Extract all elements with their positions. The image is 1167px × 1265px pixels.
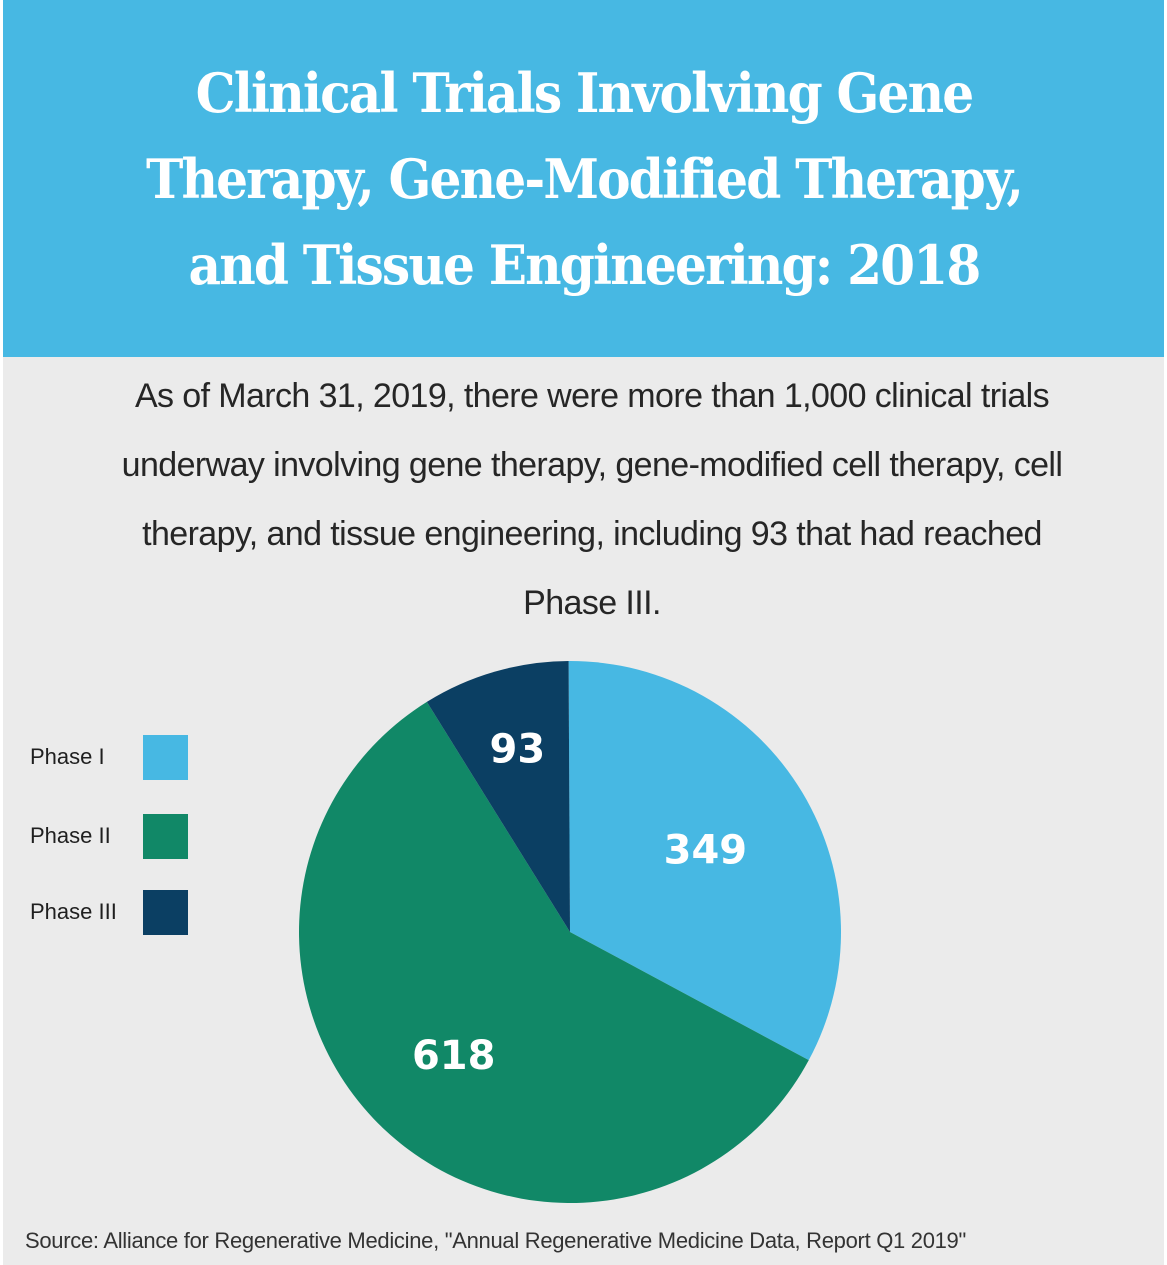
legend-item-phase-1: Phase I xyxy=(30,734,188,780)
pie-slice-phase-iii xyxy=(426,661,570,932)
legend-label-phase-1: Phase I xyxy=(30,744,105,769)
legend-label-phase-3: Phase III xyxy=(30,899,117,924)
pie-slice-phase-i xyxy=(568,661,841,1061)
infographic-panel: Clinical Trials Involving Gene Therapy, … xyxy=(3,0,1164,1265)
legend-label-phase-2: Phase II xyxy=(30,823,111,848)
source-note: Source: Alliance for Regenerative Medici… xyxy=(25,1228,967,1253)
pie-slice-phase-ii xyxy=(299,701,809,1203)
data-label-phase-iii: 93 xyxy=(489,726,545,772)
title-banner: Clinical Trials Involving Gene Therapy, … xyxy=(3,0,1164,357)
data-label-phase-ii: 618 xyxy=(412,1033,496,1079)
legend-item-phase-3: Phase III xyxy=(30,889,188,935)
data-label-phase-i: 349 xyxy=(664,828,748,874)
legend-swatch-phase-1 xyxy=(143,734,188,780)
pie-chart: 349 618 93 xyxy=(299,661,841,1203)
legend-swatch-phase-2 xyxy=(143,813,188,859)
legend-swatch-phase-3 xyxy=(143,889,188,935)
legend-item-phase-2: Phase II xyxy=(30,813,188,859)
chart-title: Clinical Trials Involving Gene Therapy, … xyxy=(145,60,1023,297)
intro-text: As of March 31, 2019, there were more th… xyxy=(121,377,1063,622)
